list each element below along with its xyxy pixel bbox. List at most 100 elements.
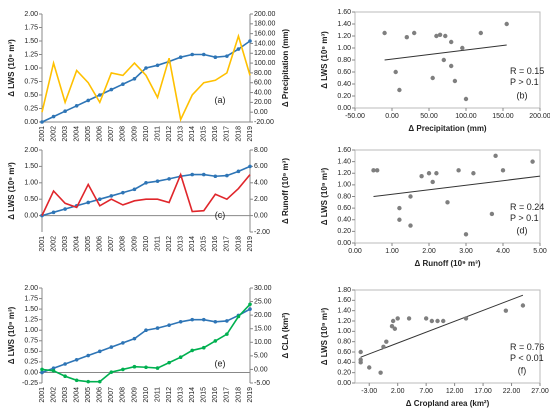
y-tick-label: 1.00 xyxy=(24,180,38,187)
y2-axis-title: Δ Precipitation (mm) xyxy=(281,29,290,108)
series-line xyxy=(41,303,251,383)
y2-tick-label: 200.00 xyxy=(254,11,276,18)
y-tick-label: 2.00 xyxy=(24,285,38,292)
marker xyxy=(51,210,56,215)
y2-tick-label: 30.00 xyxy=(254,285,272,292)
point xyxy=(393,69,398,75)
marker xyxy=(109,345,114,349)
x-tick-label: 2018 xyxy=(235,236,242,252)
annotation: R = 0.76 xyxy=(510,342,544,352)
marker xyxy=(190,317,195,322)
point xyxy=(382,30,387,36)
x-tick-label: 27.00 xyxy=(531,388,549,395)
y-tick-label: 1.60 xyxy=(337,147,351,154)
y2-tick-label: -5.00 xyxy=(254,380,270,387)
marker xyxy=(86,379,91,384)
y-tick-label: 0.00 xyxy=(337,240,351,247)
annotation: P > 0.1 xyxy=(510,77,539,87)
x-tick-label: 2009 xyxy=(131,236,138,252)
point xyxy=(371,168,376,173)
x-tick-label: 12.00 xyxy=(446,388,464,395)
y-tick-label: 1.00 xyxy=(337,182,351,189)
y-tick-label: 1.25 xyxy=(24,317,38,324)
x-tick-label: 2010 xyxy=(143,126,150,142)
marker xyxy=(213,55,218,59)
point xyxy=(426,171,432,176)
x-tick-label: 2013 xyxy=(178,126,185,142)
plot-frame xyxy=(354,149,541,244)
x-tick-label: 2012 xyxy=(166,126,173,142)
x-tick-label: 2006 xyxy=(97,126,104,142)
marker xyxy=(155,366,160,370)
y2-axis-title: Δ Runoff (10⁹ m³) xyxy=(281,158,290,224)
y-tick-label: 0.25 xyxy=(24,359,38,366)
y-tick-label: 0.50 xyxy=(24,196,38,203)
point xyxy=(406,316,412,321)
point xyxy=(434,171,439,176)
marker xyxy=(248,307,252,311)
y-tick-label: 0.80 xyxy=(337,193,351,200)
point xyxy=(463,232,469,237)
y2-tick-label: -2.00 xyxy=(254,229,270,236)
y-tick-label: 0.40 xyxy=(337,359,351,366)
y-tick-label: 0.25 xyxy=(24,105,38,112)
y-tick-label: 1.80 xyxy=(337,287,351,294)
marker xyxy=(248,39,252,43)
marker xyxy=(109,370,114,374)
x-tick-label: 2014 xyxy=(189,387,196,403)
x-tick-label: 2003 xyxy=(62,387,69,403)
x-tick-label: 2019 xyxy=(247,387,254,403)
marker xyxy=(86,98,91,103)
y2-tick-label: 4.00 xyxy=(254,180,268,187)
marker xyxy=(201,345,206,350)
x-tick-label: 2013 xyxy=(178,236,185,252)
y-tick-label: 0.75 xyxy=(24,78,38,85)
y2-tick-label: 25.00 xyxy=(254,298,272,305)
x-tick-label: 2017 xyxy=(224,236,231,252)
y2-tick-label: 8.00 xyxy=(254,147,268,154)
x-tick-label: 2017 xyxy=(224,387,231,403)
y-tick-label: -0.25 xyxy=(22,380,38,387)
y2-tick-label: 2.00 xyxy=(254,196,268,203)
y2-tick-label: 40.00 xyxy=(254,89,272,96)
marker xyxy=(248,302,252,307)
marker xyxy=(40,120,44,124)
point xyxy=(445,200,450,205)
point xyxy=(397,205,402,211)
marker xyxy=(201,317,206,322)
marker xyxy=(201,52,206,57)
point xyxy=(434,33,439,39)
x-tick-label: 2016 xyxy=(212,387,219,403)
marker xyxy=(121,82,125,86)
marker xyxy=(132,187,137,192)
y-tick-label: 1.75 xyxy=(24,295,38,302)
x-tick-label: 2012 xyxy=(166,236,173,252)
point xyxy=(397,87,402,93)
x-tick-label: 2007 xyxy=(108,236,115,252)
marker xyxy=(40,370,44,375)
y2-tick-label: 0.00 xyxy=(254,109,268,116)
marker xyxy=(86,353,91,358)
x-tick-label: 3.00 xyxy=(459,248,473,255)
x-tick-label: 2004 xyxy=(74,236,81,252)
y-tick-label: 1.40 xyxy=(337,308,351,315)
x-tick-label: 2010 xyxy=(143,236,150,252)
point xyxy=(443,33,448,39)
x-tick-label: 5.00 xyxy=(533,248,547,255)
y-tick-label: 0.00 xyxy=(337,380,351,387)
y-tick-label: 0.50 xyxy=(24,92,38,99)
series-line xyxy=(41,33,251,123)
marker xyxy=(190,348,195,353)
x-tick-label: 2.00 xyxy=(422,248,436,255)
marker xyxy=(86,200,91,205)
annotation: P < 0.01 xyxy=(510,353,544,363)
point xyxy=(430,179,435,185)
point xyxy=(456,168,461,173)
marker xyxy=(178,55,183,59)
point xyxy=(460,45,465,51)
marker xyxy=(213,319,218,324)
y-axis-title: Δ LWS (10⁹ m³) xyxy=(320,307,329,365)
y2-tick-label: 120.00 xyxy=(254,50,276,57)
y-tick-label: 0.00 xyxy=(337,105,351,112)
panel-label: (f) xyxy=(518,365,527,375)
